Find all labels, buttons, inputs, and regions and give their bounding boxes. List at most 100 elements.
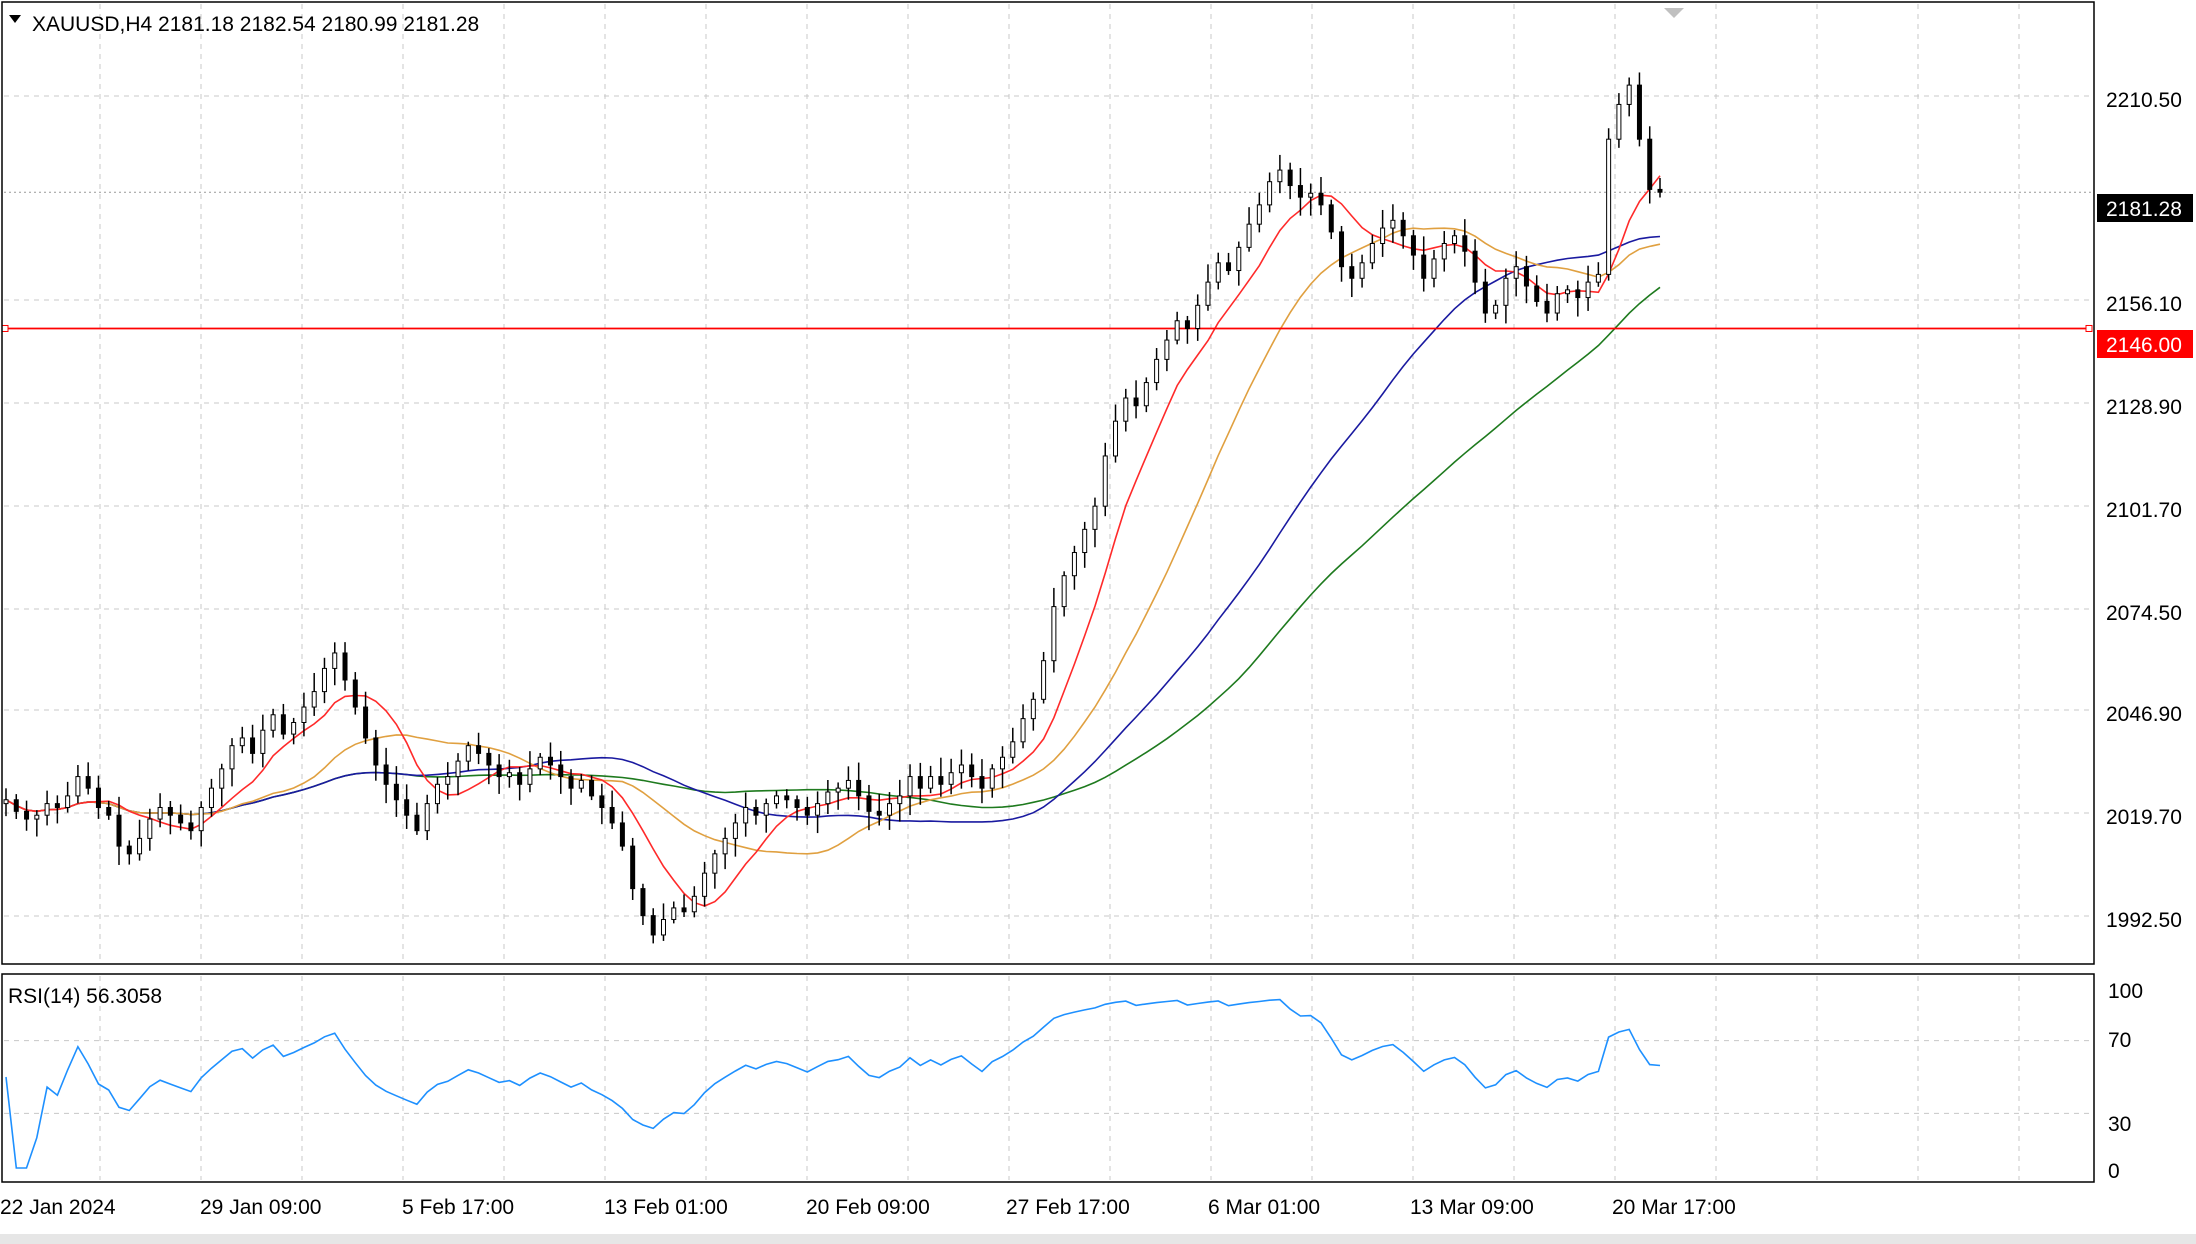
candle-body [342, 652, 348, 681]
candle-body [95, 787, 101, 808]
time-label: 27 Feb 17:00 [1006, 1196, 1130, 1219]
candle-body [1041, 660, 1047, 700]
candle-body [702, 872, 708, 897]
candle-body [167, 806, 173, 816]
time-label: 13 Feb 01:00 [604, 1196, 728, 1219]
candle-body [1452, 235, 1458, 245]
price-axis[interactable]: 2210.50 2156.10 2128.90 2101.70 2074.50 … [2097, 89, 2193, 932]
candle-body [1328, 204, 1334, 233]
symbol-header: XAUUSD,H4 2181.18 2182.54 2180.99 2181.2… [32, 13, 479, 36]
candle-body [1482, 281, 1488, 314]
candle-body [1349, 266, 1355, 279]
candle-body [825, 791, 831, 805]
candle-body [208, 787, 214, 808]
candle-body [1493, 304, 1499, 314]
candle-body [1164, 339, 1170, 360]
candle-body [784, 795, 790, 801]
candle-body [969, 764, 975, 778]
candle-body [1123, 397, 1129, 422]
time-label: 20 Mar 17:00 [1612, 1196, 1736, 1219]
candle-body [65, 795, 71, 808]
candle-body [404, 799, 410, 816]
candle-body [1277, 169, 1283, 183]
candle-body [527, 768, 533, 785]
candle-body [804, 806, 810, 816]
candle-body [948, 772, 954, 785]
candle-body [1226, 262, 1232, 272]
candle-body [486, 752, 492, 766]
main-grid [4, 4, 2092, 962]
candle-body [137, 837, 143, 855]
candle-body [1195, 304, 1201, 329]
candle-body [1647, 138, 1653, 190]
time-axis[interactable]: 22 Jan 2024 29 Jan 09:00 5 Feb 17:00 13 … [0, 1196, 1736, 1219]
candle-body [106, 806, 112, 816]
candle-body [434, 783, 440, 805]
candle-body [311, 691, 317, 708]
candle-body [691, 895, 697, 913]
candle-body [3, 799, 9, 805]
candle-body [650, 915, 656, 936]
level-handle-right [2085, 324, 2093, 332]
candle-body [1421, 254, 1427, 279]
candle-body [506, 772, 512, 778]
candle-body [537, 756, 543, 770]
candle-body [619, 822, 625, 847]
price-label: 2101.70 [2106, 499, 2182, 522]
time-label: 13 Mar 09:00 [1410, 1196, 1534, 1219]
candle-body [763, 803, 769, 816]
candle-body [1287, 169, 1293, 187]
price-label: 1992.50 [2106, 909, 2182, 932]
candle-body [363, 706, 369, 739]
chart-shift-marker-icon[interactable] [1664, 8, 1684, 18]
rsi-axis-label: 0 [2108, 1160, 2120, 1183]
rsi-indicator [5, 998, 1661, 1169]
candle-body [1113, 420, 1119, 457]
candle-body [630, 845, 636, 890]
candle-body [1256, 204, 1262, 225]
candle-body [13, 799, 19, 812]
candle-body [1565, 289, 1571, 295]
candle-body [157, 806, 163, 820]
candle-body [1000, 756, 1006, 770]
candle-body [291, 722, 297, 735]
candle-body [44, 803, 50, 816]
current-price-label: 2181.28 [2106, 198, 2182, 221]
candle-body [393, 783, 399, 801]
candle-body [589, 779, 595, 797]
candle-body [332, 652, 338, 669]
candle-body [1061, 575, 1067, 608]
candle-body [1503, 277, 1509, 306]
candle-body [24, 810, 30, 820]
candle-body [1359, 262, 1365, 279]
candle-body [1308, 192, 1314, 198]
candle-body [1616, 103, 1622, 140]
ma-slow-line [5, 235, 1661, 823]
candle-body [835, 787, 841, 793]
candle-body [1554, 293, 1560, 314]
candle-body [1523, 266, 1529, 287]
candle-body [1184, 320, 1190, 329]
candle-body [188, 822, 194, 832]
candle-body [54, 803, 60, 808]
candle-body [958, 764, 964, 774]
candle-body [876, 810, 882, 816]
collapse-triangle-icon[interactable] [9, 15, 21, 23]
candle-body [75, 776, 81, 797]
horizontal-scrollbar[interactable] [0, 1234, 2196, 1244]
candle-body [989, 768, 995, 789]
candle-body [856, 779, 862, 797]
candle-body [1400, 219, 1406, 237]
candle-body [1020, 718, 1026, 743]
main-chart-frame [1, 1, 2095, 965]
candle-body [887, 803, 893, 816]
candle-body [1092, 505, 1098, 530]
candle-body [558, 764, 564, 778]
candle-body [383, 764, 389, 785]
candle-body [496, 764, 502, 778]
candle-body [640, 888, 646, 917]
candle-body [465, 745, 471, 762]
candle-body [116, 814, 122, 847]
candle-body [476, 745, 482, 754]
